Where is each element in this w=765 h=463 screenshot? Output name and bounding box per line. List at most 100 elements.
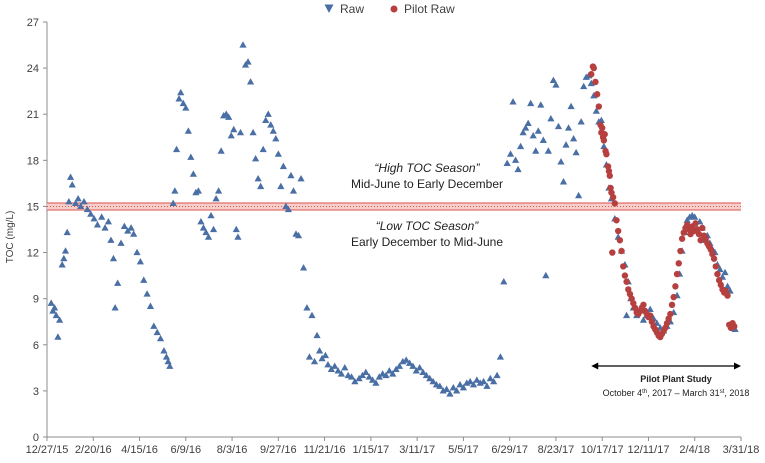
- raw-point: [109, 254, 118, 262]
- x-tick-label: 1/15/17: [353, 444, 390, 456]
- raw-point: [554, 122, 563, 130]
- raw-point: [539, 136, 547, 143]
- x-tick-label: 9/27/16: [260, 444, 297, 456]
- raw-point: [58, 261, 66, 268]
- pilot-raw-point: [731, 323, 738, 330]
- raw-point: [252, 154, 260, 162]
- raw-point: [272, 135, 280, 142]
- pilot-raw-point: [623, 278, 630, 285]
- raw-point: [442, 385, 451, 392]
- x-tick-label: 2/4/18: [679, 444, 710, 456]
- pilot-raw-point: [611, 200, 619, 207]
- x-tick-label: 8/3/16: [217, 444, 248, 456]
- raw-point: [479, 377, 488, 385]
- raw-point: [527, 99, 535, 107]
- raw-point: [597, 116, 605, 123]
- raw-point: [517, 142, 525, 150]
- raw-point: [127, 224, 135, 231]
- raw-point: [549, 76, 558, 84]
- pilot-raw-point: [678, 235, 686, 242]
- raw-point: [567, 102, 575, 110]
- x-tick-label: 6/9/16: [171, 444, 202, 456]
- pilot-raw-point: [593, 91, 601, 98]
- y-axis-title: TOC (mg/L): [5, 211, 16, 264]
- raw-point: [622, 311, 631, 319]
- raw-point: [419, 368, 427, 376]
- raw-point: [351, 377, 359, 385]
- raw-point: [395, 362, 404, 369]
- pilot-raw-point: [695, 230, 703, 238]
- raw-point: [466, 377, 474, 385]
- raw-point: [580, 82, 588, 90]
- raw-point: [146, 302, 155, 309]
- raw-point: [153, 328, 161, 336]
- pilot-raw-point: [620, 263, 627, 270]
- raw-point: [575, 191, 583, 199]
- raw-point: [544, 147, 552, 154]
- raw-point: [277, 182, 285, 190]
- raw-point: [519, 128, 527, 136]
- raw-point: [347, 373, 356, 380]
- raw-point: [514, 165, 522, 173]
- raw-point: [552, 81, 560, 88]
- raw-point: [172, 145, 181, 153]
- pilot-raw-point: [614, 227, 622, 235]
- raw-point: [98, 213, 106, 220]
- raw-point: [289, 187, 298, 194]
- raw-point: [559, 178, 568, 185]
- pilot-raw-point: [672, 283, 679, 290]
- raw-point: [721, 268, 729, 276]
- raw-point: [308, 311, 316, 319]
- raw-point: [490, 377, 498, 385]
- raw-point: [189, 170, 197, 177]
- pilot-raw-point: [673, 270, 681, 278]
- x-tick-label: 3/31/18: [723, 444, 760, 456]
- raw-point: [496, 353, 505, 360]
- pilot-raw-point: [609, 249, 616, 256]
- raw-point: [199, 224, 208, 231]
- raw-point: [532, 147, 540, 154]
- raw-point: [315, 347, 324, 354]
- raw-point: [524, 119, 532, 127]
- raw-point: [299, 264, 308, 271]
- y-tick-label: 12: [27, 248, 39, 260]
- threshold-band-fill: [47, 202, 741, 211]
- raw-point: [522, 124, 530, 131]
- raw-point: [87, 210, 95, 217]
- legend: Raw Pilot Raw: [324, 2, 455, 16]
- x-tick-label: 3/11/17: [399, 444, 435, 456]
- raw-point: [506, 150, 515, 157]
- pilot-raw-point: [609, 194, 617, 201]
- pilot-study-dates: October 4th, 2017 – March 31st, 2018: [603, 388, 750, 398]
- raw-point: [217, 147, 225, 154]
- y-tick-label: 6: [33, 340, 39, 352]
- raw-point: [456, 380, 464, 388]
- pilot-raw-point: [599, 124, 606, 132]
- raw-point: [511, 156, 520, 163]
- raw-point: [385, 367, 393, 374]
- raw-point: [716, 265, 724, 273]
- raw-point: [54, 333, 62, 340]
- x-tick-label: 5/5/17: [448, 444, 479, 456]
- raw-point: [184, 127, 192, 134]
- raw-point: [60, 254, 68, 262]
- raw-point: [104, 218, 113, 225]
- raw-point: [187, 153, 195, 160]
- raw-point: [509, 98, 517, 105]
- raw-point: [162, 353, 171, 360]
- raw-point: [197, 218, 205, 225]
- raw-point: [77, 202, 85, 210]
- pilot-raw-point: [590, 64, 597, 72]
- x-tick-label: 2/20/16: [75, 444, 112, 456]
- x-tick-label: 12/11/17: [627, 444, 669, 456]
- raw-point: [426, 374, 434, 382]
- pilot-raw-point: [588, 71, 595, 78]
- raw-point: [446, 390, 454, 397]
- raw-point: [723, 282, 732, 289]
- raw-point: [483, 382, 491, 389]
- raw-point: [56, 316, 64, 323]
- legend-raw-marker: [324, 4, 334, 13]
- raw-point: [249, 128, 257, 136]
- raw-point: [305, 353, 314, 360]
- pilot-raw-point: [603, 150, 610, 158]
